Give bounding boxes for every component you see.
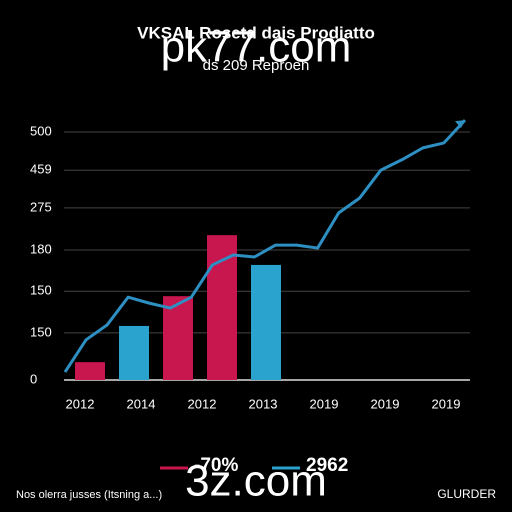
y-tick-label: 0 <box>30 371 37 386</box>
y-tick-label: 275 <box>30 199 52 214</box>
arrow-head <box>455 120 465 129</box>
bar <box>163 296 193 380</box>
watermark: pk77.com <box>161 23 352 72</box>
legend-label: -70% <box>194 455 238 476</box>
x-tick-label: 2019 <box>432 396 461 411</box>
y-tick-label: 459 <box>30 162 52 177</box>
y-tick-label: 500 <box>30 123 52 138</box>
chart-title: VKSAL Rosetd dais Prodiatto <box>137 23 375 42</box>
x-tick-label: 2012 <box>188 396 217 411</box>
bar <box>75 362 105 380</box>
x-tick-label: 2014 <box>127 396 156 411</box>
brand: GLURDER <box>437 487 496 501</box>
y-tick-label: 180 <box>30 241 52 256</box>
chart-subtitle: ds 209 Reproen <box>203 57 310 74</box>
bar <box>251 264 281 380</box>
legend-label: 2962 <box>306 455 348 476</box>
watermark: 3z.com <box>185 457 327 506</box>
x-tick-label: 2019 <box>310 396 339 411</box>
y-tick-label: 150 <box>30 283 52 298</box>
footnote: Nos olerra jusses (Itsning a...) <box>16 489 162 501</box>
y-tick-label: 150 <box>30 324 52 339</box>
x-tick-label: 2019 <box>371 396 400 411</box>
bar <box>119 325 149 380</box>
x-tick-label: 2013 <box>249 396 278 411</box>
line <box>63 119 467 373</box>
x-tick-label: 2012 <box>66 396 95 411</box>
